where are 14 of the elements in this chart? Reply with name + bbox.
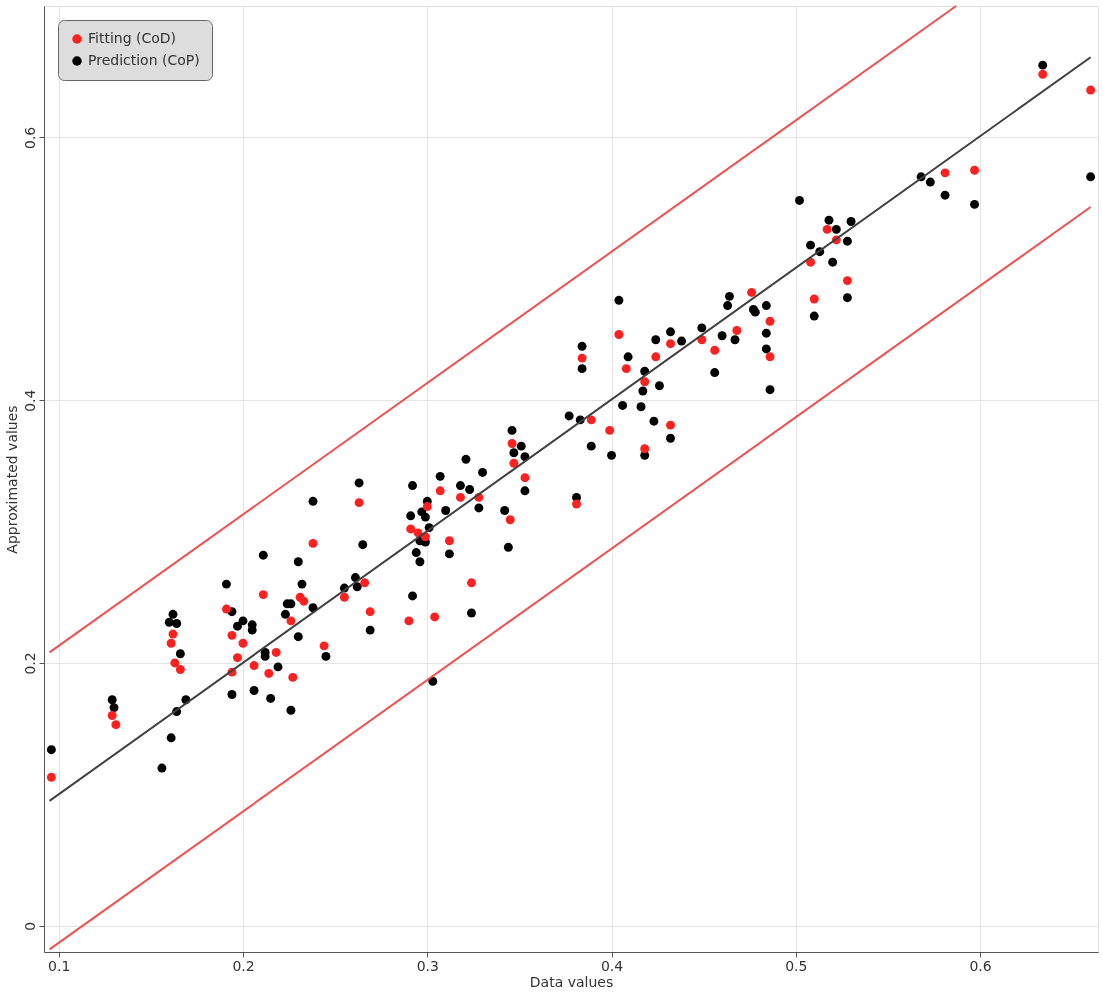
y-tick-label: 0	[21, 921, 38, 931]
x-tick-label: 0.5	[785, 957, 808, 974]
x-axis-title: Data values	[529, 973, 614, 990]
y-tick-label: 0.4	[21, 389, 38, 412]
x-tick-label: 0.3	[416, 957, 439, 974]
x-tick-label: 0.2	[232, 957, 255, 974]
legend-label: Fitting (CoD)	[88, 30, 177, 46]
legend-label: Prediction (CoP)	[88, 52, 200, 68]
x-tick-label: 0.4	[600, 957, 624, 974]
x-tick-label: 0.6	[969, 957, 992, 974]
x-tick-label: 0.1	[48, 957, 71, 974]
y-tick-label: 0.2	[21, 652, 38, 675]
y-tick-label: 0.6	[21, 126, 38, 150]
y-axis-title: Approximated values	[3, 405, 20, 554]
